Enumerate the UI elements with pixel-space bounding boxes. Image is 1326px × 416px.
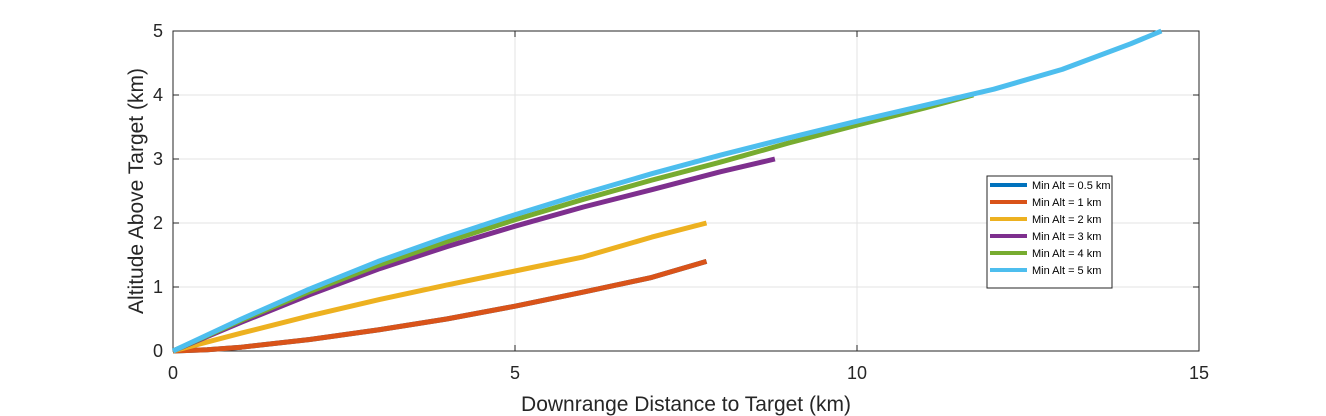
- legend-entry: Min Alt = 0.5 km: [1032, 180, 1111, 192]
- legend: Min Alt = 0.5 km Min Alt = 1 km Min Alt = …: [986, 175, 1113, 289]
- legend-entry: Min Alt = 5 km: [1032, 265, 1101, 277]
- y-tick-label: 2: [153, 213, 163, 233]
- legend-entry: Min Alt = 3 km: [1032, 231, 1101, 243]
- y-tick-label: 4: [153, 85, 163, 105]
- x-tick-label: 15: [1189, 363, 1209, 383]
- x-tick-label: 5: [510, 363, 520, 383]
- axis-ticks: 0 5 10 15 0 1 2 3 4 5: [153, 21, 1209, 383]
- x-tick-label: 0: [168, 363, 178, 383]
- y-tick-label: 1: [153, 277, 163, 297]
- series-lines: [171, 28, 1163, 354]
- y-tick-label: 0: [153, 341, 163, 361]
- x-axis-label: Downrange Distance to Target (km): [521, 393, 851, 416]
- x-tick-label: 10: [847, 363, 867, 383]
- y-axis-label: Altitude Above Target (km): [125, 68, 148, 314]
- plot-area-box: [172, 30, 1200, 352]
- series-line-5: [171, 28, 1163, 354]
- y-tick-label: 5: [153, 21, 163, 41]
- legend-entry: Min Alt = 4 km: [1032, 248, 1101, 260]
- legend-entry: Min Alt = 1 km: [1032, 197, 1101, 209]
- series-line-1: [172, 259, 708, 354]
- y-tick-label: 3: [153, 149, 163, 169]
- legend-box: [986, 175, 1113, 289]
- legend-entry: Min Alt = 2 km: [1032, 214, 1101, 226]
- series-line-2: [172, 220, 708, 354]
